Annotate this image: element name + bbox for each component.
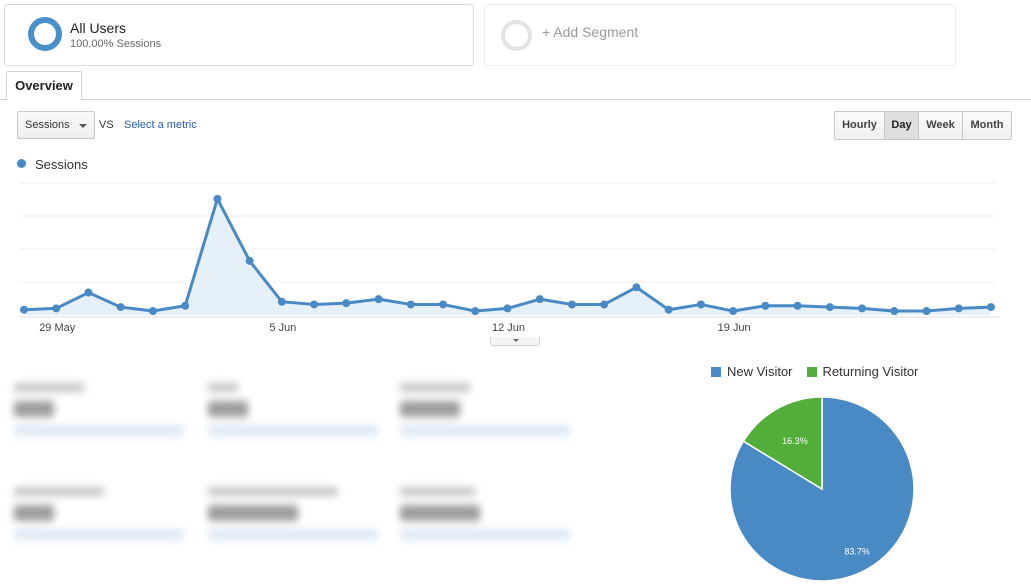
pie-slice-returning-visitor[interactable]: [742, 396, 823, 491]
sessions-line-chart: 29 May 5 Jun 12 Jun 19 Jun: [20, 182, 1000, 334]
data-point: [858, 304, 867, 313]
data-point: [793, 301, 802, 310]
pie-slice-label: 83.7%: [844, 547, 870, 557]
data-point: [761, 301, 770, 310]
data-point: [52, 304, 61, 313]
data-point: [213, 194, 222, 203]
data-point: [632, 283, 641, 292]
data-point: [310, 300, 319, 309]
legend-label-returning: Returning Visitor: [822, 364, 919, 379]
add-segment-button[interactable]: + Add Segment: [542, 24, 639, 40]
chevron-down-icon: [79, 124, 87, 128]
month-button[interactable]: Month: [963, 112, 1011, 139]
sessions-legend-label: Sessions: [35, 157, 88, 172]
data-point: [406, 300, 415, 309]
data-point: [696, 300, 705, 309]
legend-new-visitor: New Visitor: [711, 364, 793, 379]
blurred-metric: [400, 487, 580, 542]
data-point: [890, 307, 899, 316]
segment-subtitle: 100.00% Sessions: [70, 38, 162, 50]
visitor-pie-chart: 83.7% 16.3%: [729, 396, 915, 582]
data-point: [567, 300, 576, 309]
data-point: [374, 295, 383, 304]
week-button[interactable]: Week: [919, 112, 963, 139]
sessions-legend-dot: [17, 159, 26, 168]
metric-select-value: Sessions: [25, 119, 70, 131]
empty-segment-ring-icon: [501, 20, 532, 51]
data-point: [439, 300, 448, 309]
data-point: [600, 300, 609, 309]
data-point: [277, 297, 286, 306]
blurred-metric: [14, 383, 194, 438]
tab-overview[interactable]: Overview: [6, 71, 82, 100]
blurred-metric: [208, 383, 388, 438]
data-point: [664, 305, 673, 314]
vs-label: VS: [99, 119, 114, 131]
segment-ring-icon: [28, 17, 62, 51]
data-point: [245, 256, 254, 265]
chart-expander[interactable]: [490, 337, 540, 346]
x-tick-label: 12 Jun: [492, 322, 525, 334]
metric-select[interactable]: Sessions: [17, 111, 95, 139]
data-point: [342, 299, 351, 308]
data-point: [148, 307, 157, 316]
data-point: [954, 304, 963, 313]
data-point: [825, 303, 834, 312]
pie-legend: New Visitor Returning Visitor: [711, 364, 932, 379]
tab-bar-divider: [0, 99, 1031, 100]
segment-all-users[interactable]: All Users 100.00% Sessions: [4, 4, 474, 66]
day-button[interactable]: Day: [885, 112, 919, 139]
select-metric-link[interactable]: Select a metric: [124, 119, 197, 131]
legend-swatch-returning: [806, 366, 817, 377]
x-tick-label: 19 Jun: [718, 322, 751, 334]
data-point: [987, 303, 995, 312]
hourly-button[interactable]: Hourly: [835, 112, 885, 139]
blurred-metrics-panel: [8, 375, 593, 585]
x-tick-label: 29 May: [39, 322, 76, 334]
data-point: [729, 307, 738, 316]
chevron-down-icon: [513, 339, 519, 342]
blurred-metric: [208, 487, 388, 542]
data-point: [503, 304, 512, 313]
segment-title: All Users: [70, 20, 127, 36]
x-tick-label: 5 Jun: [269, 322, 296, 334]
granularity-buttons: Hourly Day Week Month: [834, 111, 1012, 140]
data-point: [471, 307, 480, 316]
pie-slice-label: 16.3%: [782, 436, 808, 446]
blurred-metric: [14, 487, 194, 542]
data-point: [20, 305, 28, 314]
data-point: [922, 307, 931, 316]
legend-label-new: New Visitor: [727, 364, 793, 379]
legend-returning-visitor: Returning Visitor: [806, 364, 919, 379]
series-area: [24, 198, 991, 315]
data-point: [116, 303, 125, 312]
data-point: [84, 288, 93, 297]
blurred-metric: [400, 383, 580, 438]
legend-swatch-new: [711, 366, 721, 377]
add-segment-card[interactable]: + Add Segment: [484, 4, 956, 66]
data-point: [181, 301, 190, 310]
data-point: [535, 295, 544, 304]
